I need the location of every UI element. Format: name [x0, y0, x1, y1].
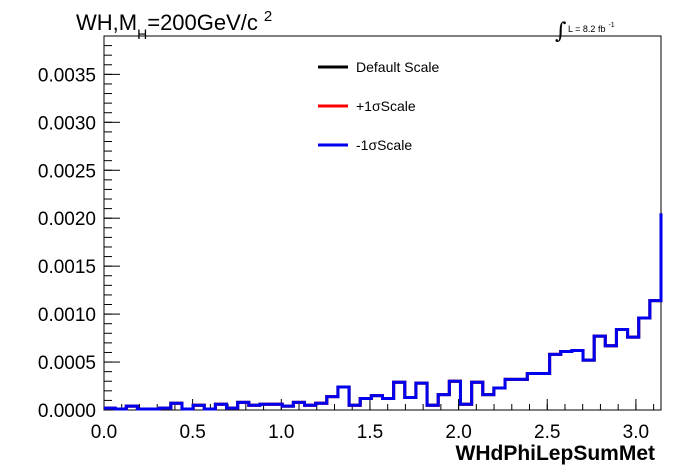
x-tick-label: 1.0 [268, 422, 294, 443]
series-line-2 [104, 213, 663, 411]
title-superscript: 2 [264, 8, 272, 25]
legend-label: -1σScale [356, 137, 412, 153]
series-group [104, 213, 663, 411]
title-main: WH,M [76, 10, 137, 35]
x-tick-label: 2.5 [534, 422, 560, 443]
x-tick-label: 0.5 [179, 422, 205, 443]
plot-frame [103, 35, 662, 411]
y-tick-label: 0.0020 [38, 209, 96, 230]
legend-label: +1σScale [356, 98, 416, 114]
y-tick-label: 0.0030 [38, 113, 96, 134]
x-tick-label: 1.5 [357, 422, 383, 443]
y-tick-label: 0.0025 [38, 161, 96, 182]
y-tick-label: 0.0000 [38, 401, 96, 422]
x-tick-label: 2.0 [445, 422, 471, 443]
x-tick-label: 0.0 [91, 422, 117, 443]
title-subscript: H [137, 26, 147, 42]
y-tick-label: 0.0005 [38, 353, 96, 374]
y-tick-label: 0.0015 [38, 257, 96, 278]
legend-label: Default Scale [356, 59, 439, 75]
series-line-1 [104, 213, 663, 411]
legend: Default Scale +1σScale -1σScale [318, 59, 439, 153]
x-tick-label: 3.0 [623, 422, 649, 443]
lumi-superscript: -1 [608, 22, 614, 29]
lumi-integral: ∫ [555, 19, 567, 44]
y-tick-label: 0.0035 [38, 65, 96, 86]
y-axis-ticks: 0.0000 0.0005 0.0010 0.0015 0.0020 0.0025 0.00… [38, 35, 120, 422]
x-axis-ticks: 0.0 0.5 1.0 1.5 2.0 2.5 3.0 [91, 399, 655, 443]
y-tick-label: 0.0010 [38, 305, 96, 326]
chart-title: WH,MH=200GeV/c 2 [76, 8, 272, 42]
series-line-0 [104, 213, 663, 411]
title-rest: =200GeV/c [147, 10, 258, 35]
lumi-label: L = 8.2 fb -1 [568, 22, 615, 34]
x-axis-label: WHdPhiLepSumMet [456, 442, 656, 465]
lumi-text: L = 8.2 fb [568, 24, 605, 34]
